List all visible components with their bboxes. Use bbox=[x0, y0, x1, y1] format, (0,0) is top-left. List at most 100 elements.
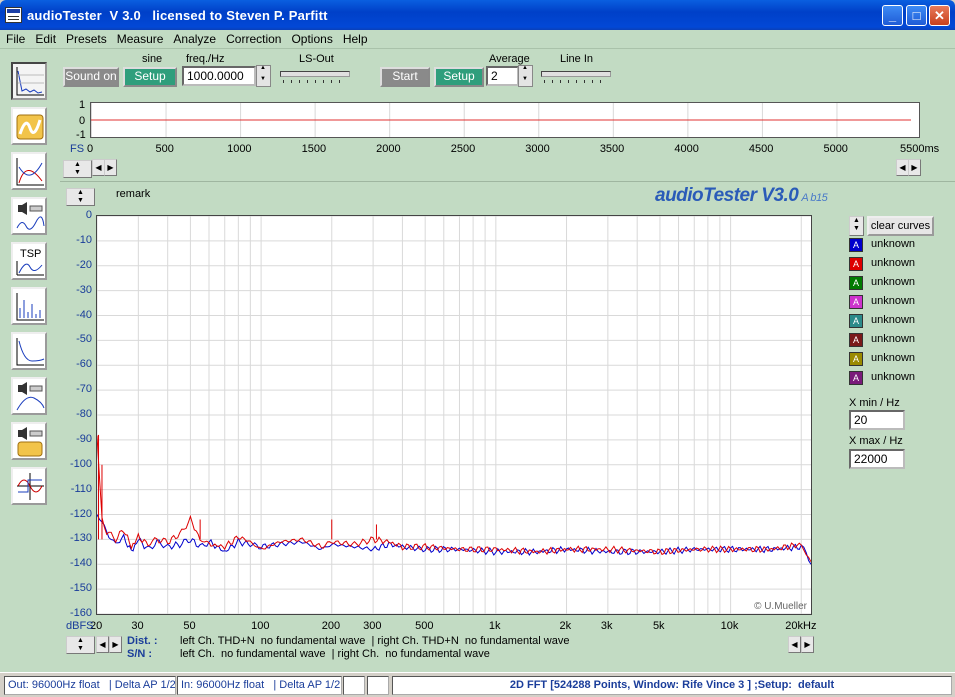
curve-color-swatch[interactable]: A bbox=[849, 276, 863, 290]
curve-list-stepper[interactable]: ▲ ▼ bbox=[849, 216, 864, 236]
speaker-response-button[interactable] bbox=[11, 197, 47, 235]
y-scale-stepper[interactable]: ▲ ▼ bbox=[66, 188, 95, 206]
scope-fs-label: FS bbox=[70, 143, 85, 155]
menu-presets[interactable]: Presets bbox=[66, 32, 107, 46]
x-pan-left[interactable]: ◀ bbox=[788, 636, 801, 653]
scope-pan-right[interactable]: ▶ bbox=[908, 159, 921, 176]
line-in-slider[interactable] bbox=[541, 69, 611, 85]
fft-x-tick-label: 2k bbox=[559, 620, 572, 632]
sound-card-button[interactable] bbox=[11, 107, 47, 145]
dbfs-unit-label: dBFS bbox=[66, 620, 94, 632]
scope-zoom-stepper[interactable]: ▲ ▼ bbox=[63, 160, 92, 178]
x-scroll-left[interactable]: ◀ bbox=[96, 636, 109, 653]
fft-y-tick-label: -140 bbox=[69, 557, 92, 570]
fft-y-tick-label: -100 bbox=[69, 457, 92, 470]
waveform-label: sine bbox=[142, 53, 163, 65]
sn-label: S/N : bbox=[127, 648, 153, 660]
scope-x-tick-label: 500 bbox=[155, 143, 174, 155]
curve-color-swatch[interactable]: A bbox=[849, 352, 863, 366]
fft-spectrum-icon bbox=[16, 67, 44, 96]
impulse-button[interactable] bbox=[11, 287, 47, 325]
menu-analyze[interactable]: Analyze bbox=[173, 32, 217, 46]
filter-curve-icon bbox=[16, 338, 45, 366]
fft-y-tick-label: -110 bbox=[70, 482, 92, 495]
x-min-input[interactable]: 20 bbox=[849, 410, 905, 430]
close-button[interactable]: ✕ bbox=[929, 5, 950, 26]
curve-color-swatch[interactable]: A bbox=[849, 295, 863, 309]
fft-plot[interactable]: © U.Mueller bbox=[96, 215, 812, 615]
curve-color-swatch[interactable]: A bbox=[849, 333, 863, 347]
minimize-button[interactable]: _ bbox=[882, 5, 903, 26]
scope-trace[interactable] bbox=[90, 102, 920, 138]
sn-text: left Ch. no fundamental wave | right Ch.… bbox=[180, 648, 490, 660]
x-scroll-right[interactable]: ▶ bbox=[109, 636, 122, 653]
tsp-button[interactable]: TSP bbox=[11, 242, 47, 280]
menu-file[interactable]: File bbox=[6, 32, 26, 46]
maximize-button[interactable]: □ bbox=[906, 5, 927, 26]
title-bar[interactable]: audioTester V 3.0 licensed to Steven P. … bbox=[0, 0, 955, 30]
line-in-label: Line In bbox=[560, 53, 594, 65]
menu-options[interactable]: Options bbox=[291, 32, 333, 46]
curve-color-swatch[interactable]: A bbox=[849, 238, 863, 252]
menu-measure[interactable]: Measure bbox=[116, 32, 164, 46]
app-icon bbox=[5, 7, 22, 23]
clear-curves-button[interactable]: clear curves bbox=[867, 216, 934, 236]
speaker-impedance-button[interactable] bbox=[11, 377, 47, 415]
curve-name: unknown bbox=[871, 295, 916, 307]
average-spinner[interactable] bbox=[518, 65, 533, 87]
start-button[interactable]: Start bbox=[380, 67, 430, 87]
speaker-setup-button[interactable] bbox=[11, 422, 47, 460]
status-bar: Out: 96000Hz float | Delta AP 1/2 In: 96… bbox=[0, 672, 955, 697]
tsp-icon: TSP bbox=[16, 248, 44, 276]
logo-suffix: A b15 bbox=[801, 192, 828, 204]
status-slot-1 bbox=[343, 676, 365, 695]
fft-x-tick-label: 20 bbox=[90, 620, 103, 632]
fft-y-tick-label: -90 bbox=[76, 432, 92, 445]
scope-x-tick-label: 1500 bbox=[301, 143, 327, 155]
square-wave-icon bbox=[17, 473, 44, 500]
frequency-label: freq./Hz bbox=[186, 53, 225, 65]
filter-curve-button[interactable] bbox=[11, 332, 47, 370]
scope-x-tick-label: 0 bbox=[87, 143, 94, 155]
x-pan-right[interactable]: ▶ bbox=[801, 636, 814, 653]
fft-x-tick-label: 500 bbox=[415, 620, 434, 632]
scope-scroll-right[interactable]: ▶ bbox=[104, 159, 117, 176]
curve-name: unknown bbox=[871, 352, 916, 364]
speaker-gear-icon bbox=[17, 427, 43, 457]
curve-name: unknown bbox=[871, 238, 916, 250]
oscilloscope-button[interactable] bbox=[11, 467, 47, 505]
sound-on-button[interactable]: Sound on bbox=[63, 67, 119, 87]
curve-name: unknown bbox=[871, 276, 916, 288]
average-input[interactable]: 2 bbox=[486, 66, 519, 86]
scope-x-tick-label: 3000 bbox=[525, 143, 550, 155]
window-title: audioTester V 3.0 licensed to Steven P. … bbox=[27, 8, 328, 23]
analyzer-setup-button[interactable]: Setup bbox=[434, 67, 484, 87]
menu-correction[interactable]: Correction bbox=[226, 32, 282, 46]
frequency-input[interactable]: 1000.0000 bbox=[182, 66, 256, 86]
status-input: In: 96000Hz float | Delta AP 1/2 bbox=[177, 676, 342, 695]
menu-bar: File Edit Presets Measure Analyze Correction O… bbox=[0, 30, 955, 49]
menu-edit[interactable]: Edit bbox=[35, 32, 57, 46]
scope-x-tick-label: 2500 bbox=[450, 143, 476, 155]
menu-help[interactable]: Help bbox=[342, 32, 368, 46]
curve-color-swatch[interactable]: A bbox=[849, 371, 863, 385]
curve-color-swatch[interactable]: A bbox=[849, 314, 863, 328]
frequency-spinner[interactable] bbox=[256, 65, 271, 87]
ls-out-slider[interactable] bbox=[280, 69, 350, 85]
x-max-input[interactable]: 22000 bbox=[849, 449, 905, 469]
divider bbox=[60, 181, 955, 182]
generator-setup-button[interactable]: Setup bbox=[123, 67, 177, 87]
frequency-response-button[interactable] bbox=[11, 152, 47, 190]
fft-x-tick-label: 30 bbox=[131, 620, 144, 632]
fft-x-tick-label: 100 bbox=[251, 620, 270, 632]
fft-y-tick-label: -30 bbox=[76, 283, 92, 296]
curve-color-swatch[interactable]: A bbox=[849, 257, 863, 271]
fft-y-tick-label: -150 bbox=[69, 582, 92, 595]
fft-x-tick-label: 200 bbox=[321, 620, 341, 632]
fft-y-tick-label: -120 bbox=[69, 507, 92, 520]
fft-y-tick-label: -20 bbox=[76, 258, 92, 271]
fft-view-button[interactable] bbox=[11, 62, 47, 100]
maximize-icon: □ bbox=[912, 8, 921, 23]
x-zoom-stepper[interactable]: ▲ ▼ bbox=[66, 636, 95, 654]
speaker-impedance-icon bbox=[16, 382, 45, 411]
